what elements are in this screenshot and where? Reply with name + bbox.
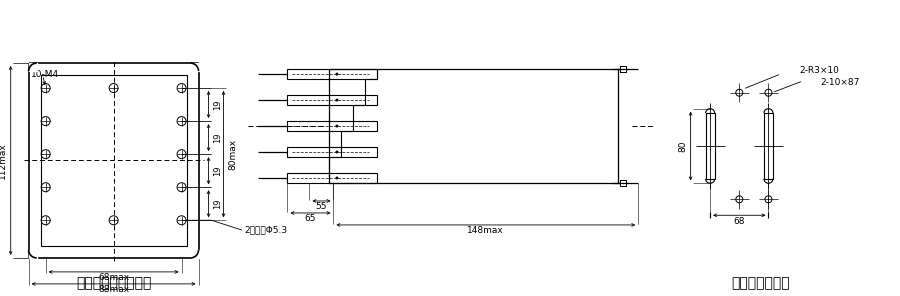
Text: 68max: 68max bbox=[98, 274, 130, 282]
Text: 19: 19 bbox=[213, 165, 222, 176]
Circle shape bbox=[336, 151, 338, 153]
Bar bbox=[40, 75, 186, 246]
Text: 112max: 112max bbox=[0, 142, 7, 179]
Text: 2安装孔Φ5.3: 2安装孔Φ5.3 bbox=[245, 226, 288, 234]
Text: 10-M4: 10-M4 bbox=[31, 70, 58, 78]
Text: 板后接线外形尺寸图: 板后接线外形尺寸图 bbox=[76, 276, 151, 290]
Bar bbox=[764, 113, 773, 179]
Text: 19: 19 bbox=[213, 99, 222, 110]
Text: 安装开孔尺寸图: 安装开孔尺寸图 bbox=[731, 276, 789, 290]
Text: 88max: 88max bbox=[98, 285, 130, 295]
Bar bbox=[620, 180, 626, 186]
Text: 2-10×87: 2-10×87 bbox=[821, 78, 860, 87]
Bar bbox=[287, 147, 377, 157]
Bar bbox=[287, 121, 377, 131]
Circle shape bbox=[336, 73, 338, 75]
Circle shape bbox=[336, 177, 338, 179]
Text: 19: 19 bbox=[213, 199, 222, 209]
Bar bbox=[620, 66, 626, 72]
Bar bbox=[191, 250, 199, 258]
Bar bbox=[706, 113, 715, 179]
Circle shape bbox=[336, 125, 338, 127]
Bar bbox=[191, 63, 199, 71]
Bar bbox=[29, 63, 37, 71]
Text: 68: 68 bbox=[734, 217, 745, 226]
Bar bbox=[287, 95, 377, 105]
Text: 148max: 148max bbox=[467, 226, 504, 235]
Text: 80max: 80max bbox=[228, 139, 237, 170]
Text: 2-R3×10: 2-R3×10 bbox=[799, 66, 839, 75]
Bar bbox=[287, 69, 377, 79]
Text: 19: 19 bbox=[213, 132, 222, 143]
Bar bbox=[287, 173, 377, 183]
Text: 65: 65 bbox=[305, 214, 316, 223]
Bar bbox=[29, 250, 37, 258]
Circle shape bbox=[336, 99, 338, 101]
Text: 80: 80 bbox=[678, 140, 687, 152]
Text: 55: 55 bbox=[316, 202, 328, 211]
